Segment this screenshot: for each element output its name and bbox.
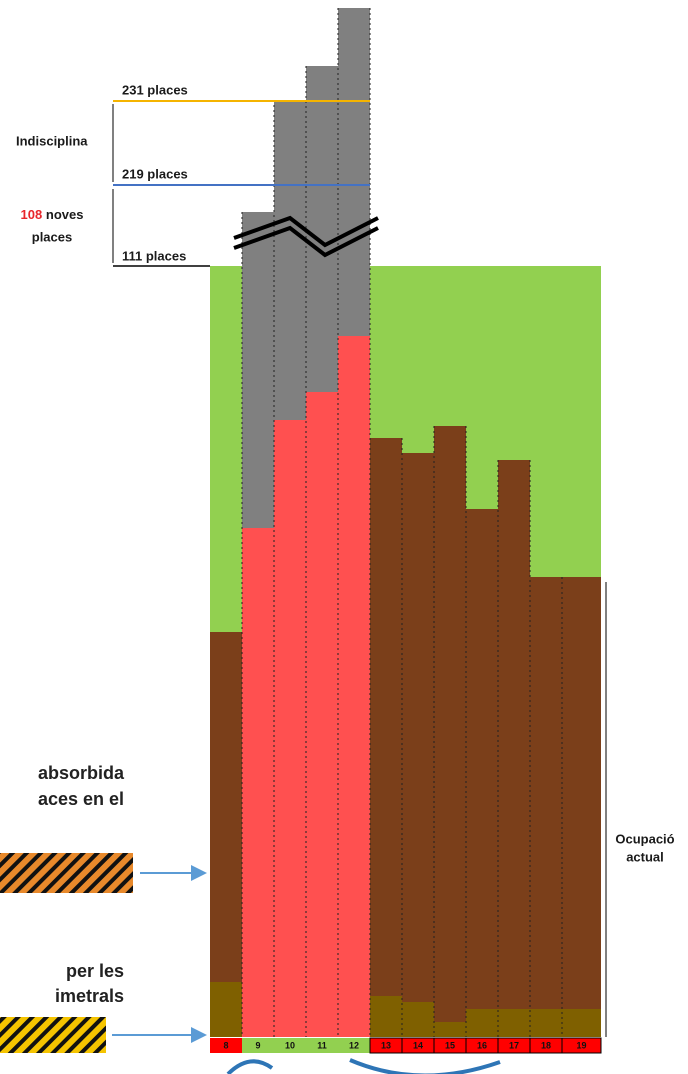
- column: [338, 336, 370, 1037]
- label: 111 places: [122, 248, 186, 263]
- hour-cell: [338, 1038, 370, 1053]
- hour-label: 11: [317, 1040, 327, 1050]
- label: Indisciplina: [16, 133, 88, 148]
- grey-column: [274, 100, 306, 420]
- base-column: [402, 1002, 434, 1037]
- column: [242, 528, 274, 1037]
- hatch-box: [0, 1017, 106, 1053]
- column: [370, 438, 402, 1037]
- hatch-box: [0, 853, 133, 893]
- base-column: [434, 1022, 466, 1037]
- column: [562, 577, 601, 1037]
- column: [274, 420, 306, 1037]
- columns: 8 9 10 11 12 13 14 15 16 17 18 19: [210, 8, 602, 1054]
- hour-label: 15: [445, 1040, 455, 1050]
- column: [210, 632, 242, 1037]
- grey-column: [306, 66, 338, 392]
- base-column: [210, 982, 242, 1037]
- hour-cell: [306, 1038, 338, 1053]
- hour-label: 13: [381, 1040, 391, 1050]
- hour-label: 18: [541, 1040, 551, 1050]
- hour-label: 10: [285, 1040, 295, 1050]
- hour-cell: [561, 1037, 602, 1054]
- arrow: [226, 1059, 274, 1074]
- column: [434, 426, 466, 1037]
- label: imetrals: [55, 986, 124, 1006]
- hour-label: 16: [477, 1040, 487, 1050]
- hour-label: 14: [413, 1040, 423, 1050]
- hour-cell: [274, 1038, 306, 1053]
- base-column: [466, 1009, 498, 1037]
- column: [466, 509, 498, 1037]
- label: noves: [46, 207, 84, 222]
- base-column: [498, 1009, 530, 1037]
- label: 108: [21, 207, 43, 222]
- hour-cell: [242, 1038, 274, 1053]
- column: [530, 577, 562, 1037]
- label: Ocupació: [615, 831, 674, 846]
- column: [498, 460, 530, 1037]
- label: 231 places: [122, 82, 188, 97]
- hour-cell: [210, 1038, 242, 1053]
- base-column: [562, 1009, 601, 1037]
- label: per les: [66, 961, 124, 981]
- label: aces en el: [38, 789, 124, 809]
- base-column: [370, 996, 402, 1037]
- grey-column: [242, 212, 274, 528]
- grey-column: [338, 8, 370, 336]
- hour-label: 19: [576, 1040, 586, 1050]
- column: [402, 453, 434, 1037]
- hour-label: 12: [349, 1040, 359, 1050]
- arrow: [349, 1058, 501, 1074]
- hour-label: 9: [255, 1040, 260, 1050]
- label: 108 noves: [21, 207, 84, 222]
- label: absorbida: [38, 763, 125, 783]
- break-mark: [233, 215, 379, 258]
- label: 219 places: [122, 166, 188, 181]
- label: places: [32, 229, 72, 244]
- column: [306, 392, 338, 1037]
- label: actual: [626, 849, 664, 864]
- base-column: [530, 1009, 562, 1037]
- hour-label: 17: [509, 1040, 519, 1050]
- hour-label: 8: [223, 1040, 228, 1050]
